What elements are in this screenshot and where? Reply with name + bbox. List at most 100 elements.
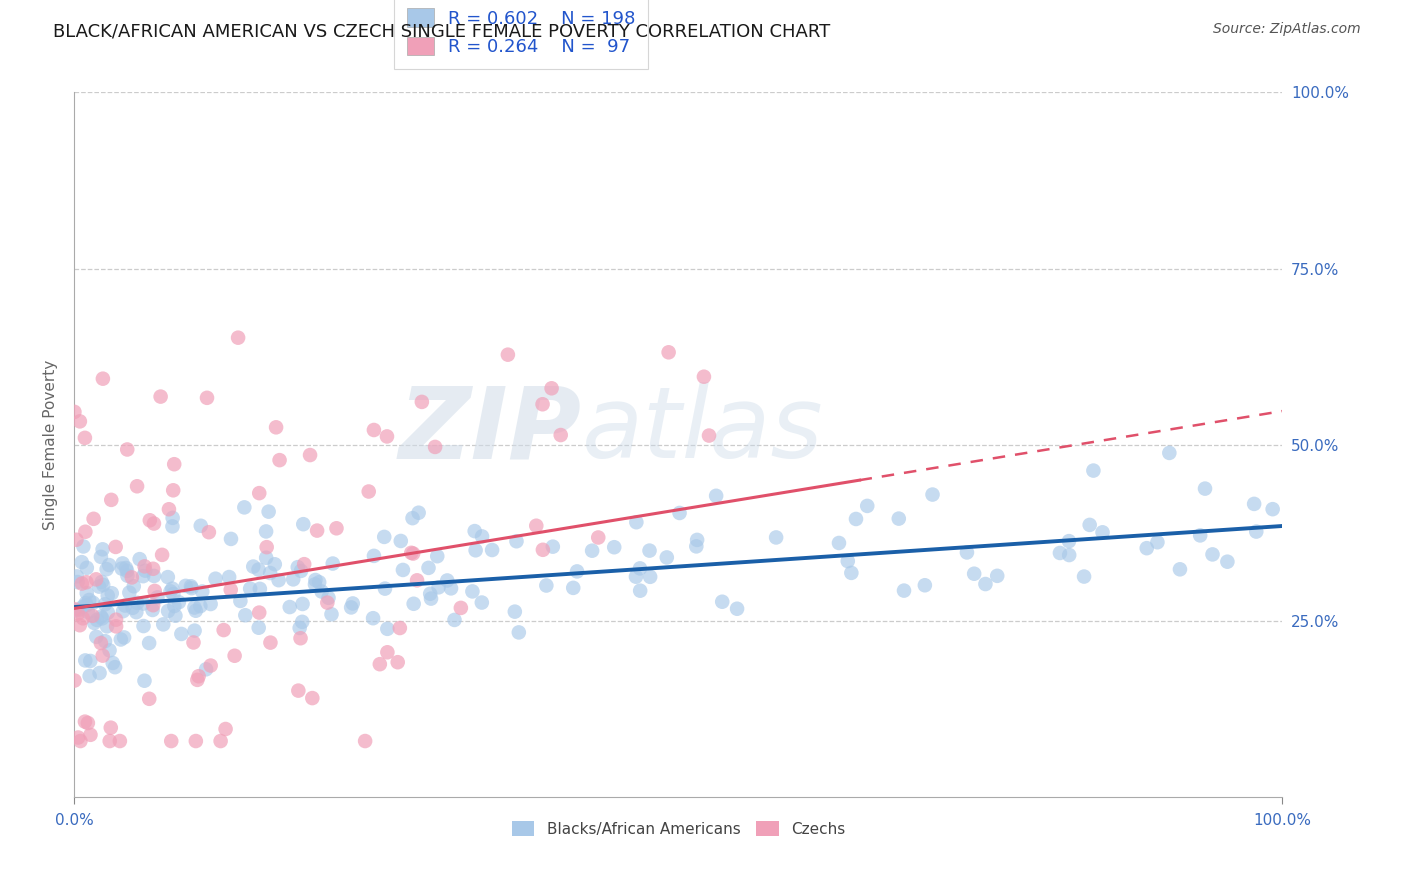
Point bbox=[914, 578, 936, 592]
Point bbox=[63, 673, 86, 688]
Point bbox=[1246, 524, 1268, 539]
Point bbox=[70, 555, 93, 569]
Point bbox=[1261, 502, 1284, 516]
Point bbox=[91, 611, 114, 625]
Point bbox=[82, 608, 104, 623]
Point bbox=[963, 566, 986, 581]
Point bbox=[63, 602, 86, 616]
Point bbox=[104, 660, 127, 674]
Point bbox=[299, 448, 322, 462]
Point bbox=[121, 570, 143, 584]
Point bbox=[986, 569, 1008, 583]
Point bbox=[304, 577, 326, 591]
Point bbox=[204, 572, 226, 586]
Point bbox=[132, 569, 155, 583]
Point bbox=[115, 564, 138, 578]
Point bbox=[219, 582, 242, 597]
Point bbox=[531, 397, 554, 411]
Point bbox=[75, 653, 97, 667]
Point bbox=[112, 631, 135, 645]
Point bbox=[142, 516, 165, 531]
Point bbox=[142, 598, 165, 612]
Point bbox=[267, 573, 290, 587]
Point bbox=[150, 548, 173, 562]
Point bbox=[249, 582, 271, 596]
Point bbox=[292, 557, 315, 571]
Point bbox=[375, 429, 398, 443]
Point bbox=[188, 599, 211, 614]
Point bbox=[152, 617, 174, 632]
Point bbox=[76, 598, 98, 612]
Point bbox=[86, 613, 108, 627]
Point bbox=[418, 561, 440, 575]
Point bbox=[170, 627, 193, 641]
Point bbox=[626, 515, 648, 529]
Point bbox=[1057, 534, 1080, 549]
Point bbox=[82, 596, 104, 610]
Point bbox=[420, 591, 443, 606]
Point bbox=[91, 648, 114, 663]
Point bbox=[508, 625, 530, 640]
Point bbox=[94, 597, 117, 611]
Point bbox=[956, 545, 979, 559]
Point bbox=[440, 582, 463, 596]
Point bbox=[363, 549, 385, 563]
Text: Source: ZipAtlas.com: Source: ZipAtlas.com bbox=[1213, 22, 1361, 37]
Point bbox=[114, 599, 136, 613]
Point bbox=[1194, 482, 1216, 496]
Point bbox=[503, 605, 526, 619]
Point bbox=[190, 518, 212, 533]
Point bbox=[90, 636, 112, 650]
Point bbox=[142, 603, 165, 617]
Point bbox=[115, 442, 138, 457]
Point bbox=[66, 569, 89, 583]
Point bbox=[108, 734, 131, 748]
Point bbox=[603, 540, 626, 554]
Point bbox=[195, 391, 218, 405]
Point bbox=[143, 569, 166, 583]
Point bbox=[184, 734, 207, 748]
Point bbox=[76, 586, 98, 600]
Point bbox=[426, 549, 449, 564]
Point bbox=[174, 579, 197, 593]
Point bbox=[354, 734, 377, 748]
Point bbox=[308, 575, 330, 590]
Point bbox=[450, 600, 472, 615]
Point bbox=[157, 502, 180, 516]
Point bbox=[83, 512, 105, 526]
Point bbox=[127, 596, 149, 610]
Point bbox=[461, 584, 484, 599]
Point bbox=[856, 499, 879, 513]
Point bbox=[1201, 548, 1223, 562]
Point bbox=[75, 596, 97, 610]
Point bbox=[263, 558, 285, 572]
Point bbox=[139, 513, 162, 527]
Point bbox=[361, 611, 384, 625]
Point bbox=[655, 550, 678, 565]
Point bbox=[72, 611, 94, 625]
Point bbox=[893, 583, 915, 598]
Point bbox=[112, 604, 135, 618]
Point bbox=[229, 594, 252, 608]
Point bbox=[388, 621, 411, 635]
Point bbox=[118, 585, 141, 599]
Point bbox=[97, 589, 120, 603]
Point bbox=[149, 390, 172, 404]
Point bbox=[411, 395, 433, 409]
Point bbox=[138, 691, 160, 706]
Point bbox=[387, 655, 409, 669]
Point bbox=[845, 512, 868, 526]
Point bbox=[117, 568, 139, 582]
Point bbox=[974, 577, 997, 591]
Point bbox=[536, 578, 558, 592]
Point bbox=[86, 630, 108, 644]
Point bbox=[70, 576, 93, 591]
Point bbox=[183, 624, 205, 638]
Point bbox=[239, 582, 262, 596]
Point bbox=[658, 345, 681, 359]
Point bbox=[256, 540, 278, 554]
Point bbox=[301, 691, 323, 706]
Point bbox=[69, 414, 91, 428]
Point bbox=[1057, 548, 1080, 562]
Point bbox=[481, 543, 503, 558]
